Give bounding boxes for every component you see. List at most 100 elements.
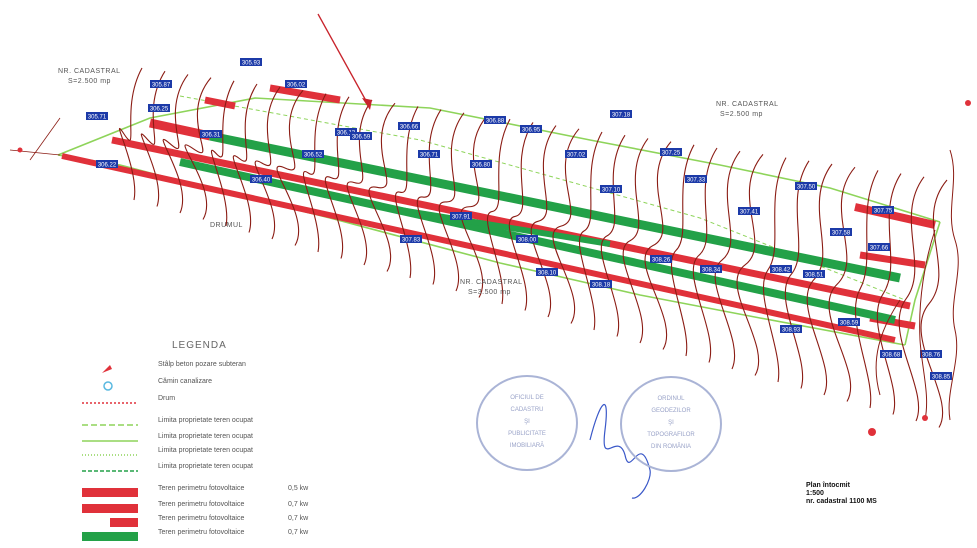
north-arrow <box>317 13 372 110</box>
legend-label: Teren perimetru fotovoltaice <box>158 501 245 508</box>
elevation-value: 307.02 <box>567 153 586 159</box>
contour-line <box>486 118 511 305</box>
legend-row: Cămin canalizare <box>78 377 378 391</box>
legend-row: Teren perimetru fotovoltaice 0,7 kw <box>78 514 378 528</box>
contour-line <box>763 157 787 383</box>
elevation-tag: 306.31 <box>200 130 222 139</box>
contour-line <box>416 109 442 285</box>
elevation-value: 307.25 <box>662 151 681 157</box>
contour-line <box>578 131 603 331</box>
contour-line <box>806 163 833 396</box>
legend-label: Teren perimetru fotovoltaice <box>158 485 245 492</box>
elevation-tag: 308.59 <box>838 318 860 327</box>
scale-note: Plan întocmit 1:500 nr. cadastral 1100 M… <box>806 482 877 506</box>
contour-line <box>232 83 258 233</box>
contour-line <box>119 67 143 201</box>
surveyor-stamp: ORDINUL GEODEZILOR ŞI TOPOGRAFILOR DIN R… <box>620 376 722 472</box>
elevation-value: 307.75 <box>874 209 893 215</box>
contour-line <box>254 86 281 240</box>
legend-symbol <box>82 379 138 391</box>
contour-line <box>644 141 672 350</box>
embankment-hatching <box>875 149 959 421</box>
elevation-tag: 308.26 <box>650 255 672 264</box>
elevation-value: 308.42 <box>772 268 791 274</box>
legend-symbol <box>82 434 138 444</box>
elevation-value: 308.85 <box>932 375 951 381</box>
elevation-value: 308.93 <box>782 328 801 334</box>
elevation-value: 305.93 <box>242 61 261 67</box>
legend-label: Limita proprietate teren ocupat <box>158 463 253 470</box>
elevation-value: 306.59 <box>352 135 371 141</box>
elevation-tag: 308.51 <box>803 270 825 279</box>
elevation-value: 308.76 <box>922 353 941 359</box>
contour-line <box>184 77 212 220</box>
contour-line <box>438 112 465 292</box>
legend-label: Limita proprietate teren ocupat <box>158 417 253 424</box>
legend-capacity: 0,5 kw <box>288 485 309 492</box>
elevation-tag: 308.18 <box>590 280 612 289</box>
elevation-value: 306.66 <box>400 125 419 131</box>
contour-line <box>920 179 948 428</box>
elevation-value: 306.52 <box>304 153 323 159</box>
elevation-value: 307.91 <box>452 215 471 221</box>
legend-label: Cămin canalizare <box>158 378 213 385</box>
legend-row: Limita proprietate teren ocupat <box>78 446 378 460</box>
elevation-tag: 306.02 <box>285 80 307 89</box>
legend-label: Drum <box>158 395 176 402</box>
elevation-value: 306.40 <box>252 178 271 184</box>
legend-row: Stâlp beton pozare subteran <box>78 360 378 374</box>
elevation-value: 306.31 <box>202 133 221 139</box>
legend-label: Teren perimetru fotovoltaice <box>158 515 245 522</box>
contour-line <box>394 106 419 279</box>
elevation-tag: 307.91 <box>450 212 472 221</box>
contour-line <box>828 166 856 402</box>
elevation-value: 307.83 <box>402 238 421 244</box>
legend-symbol <box>82 448 138 458</box>
elevation-value: 306.02 <box>287 83 306 89</box>
legend-row: Teren perimetru fotovoltaice 0,5 kw <box>78 484 378 498</box>
contour-line <box>140 70 166 207</box>
legend-label: Stâlp beton pozare subteran <box>158 361 246 368</box>
contour-line <box>368 102 396 272</box>
legend-symbol <box>82 362 138 373</box>
elevation-value: 305.87 <box>152 83 171 89</box>
elevation-tag: 306.40 <box>250 175 272 184</box>
elevation-tag: 305.71 <box>86 112 108 121</box>
elevation-value: 306.25 <box>150 107 169 113</box>
stamp-line: DIN ROMÂNIA <box>650 444 691 450</box>
legend-label: Limita proprietate teren ocupat <box>158 433 253 440</box>
elevation-tag: 308.68 <box>880 350 902 359</box>
elevation-tag: 307.66 <box>868 243 890 252</box>
contour-line <box>508 122 534 311</box>
elevation-tag: 308.00 <box>516 235 538 244</box>
elevation-tag: 307.02 <box>565 150 587 159</box>
elevation-labels: 305.71 305.87 305.93 306.02 306.13 306.22 306.… <box>86 58 952 381</box>
elevation-value: 308.00 <box>518 238 537 244</box>
elevation-tag: 306.25 <box>148 104 170 113</box>
elevation-tag: 307.33 <box>685 175 707 184</box>
road-label: DRUMUL <box>210 222 243 229</box>
legend-row: Limita proprietate teren ocupat <box>78 462 378 476</box>
legend-symbol <box>82 396 138 406</box>
contour-line <box>552 128 580 324</box>
scale-note-line3: nr. cadastral 1100 MS <box>806 498 877 505</box>
elevation-tag: 307.18 <box>610 110 632 119</box>
legend-label: Teren perimetru fotovoltaice <box>158 529 245 536</box>
parcel-area-bottom: S=3.500 mp <box>468 289 511 296</box>
elevation-value: 307.58 <box>832 231 851 237</box>
elevation-tag: 308.10 <box>536 268 558 277</box>
contour-line <box>162 74 189 214</box>
elevation-value: 308.68 <box>882 353 901 359</box>
elevation-value: 307.41 <box>740 210 759 216</box>
contour-line <box>714 150 741 370</box>
elevation-value: 308.26 <box>652 258 671 264</box>
contour-lines <box>119 67 948 428</box>
legend-row: Drum <box>78 394 378 408</box>
legend-row: Teren perimetru fotovoltaice 0,7 kw <box>78 500 378 514</box>
stamp-line: GEODEZILOR <box>651 408 691 414</box>
contour-line <box>324 96 350 259</box>
elevation-value: 306.80 <box>472 163 491 169</box>
parcel-label-top-left: NR. CADASTRAL <box>58 68 121 75</box>
contour-line <box>530 125 557 318</box>
